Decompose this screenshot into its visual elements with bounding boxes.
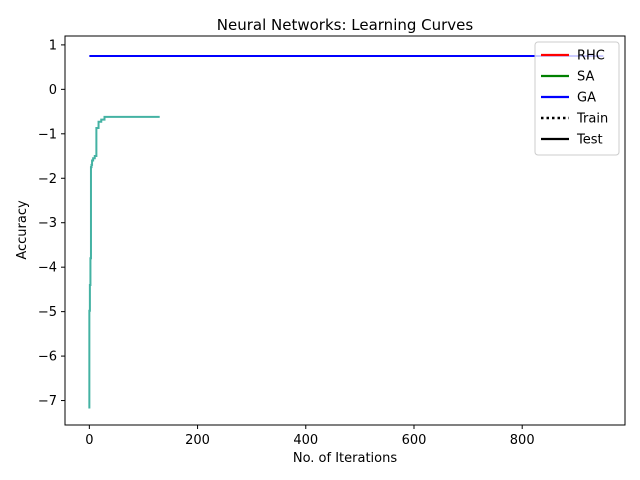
y-tick-label: −3: [38, 216, 57, 231]
legend-label-test: Test: [576, 133, 603, 148]
plot-frame: [64, 35, 626, 426]
y-tick-label: 1: [49, 38, 57, 53]
legend-box: [534, 41, 620, 156]
y-tick-label: −1: [38, 127, 57, 142]
x-axis-label: No. of Iterations: [293, 451, 398, 466]
legend-label-rhc: RHC: [577, 49, 605, 64]
y-tick-label: −7: [38, 394, 57, 409]
x-tick-label: 600: [402, 433, 427, 448]
x-tick-label: 800: [510, 433, 535, 448]
legend: RHC SA GA Train Test: [534, 41, 620, 156]
y-tick-label: 0: [49, 83, 57, 98]
legend-label-train: Train: [576, 112, 608, 127]
chart-title: Neural Networks: Learning Curves: [217, 16, 474, 34]
x-tick-label: 200: [185, 433, 210, 448]
y-tick-label: −6: [38, 350, 57, 365]
plot-area: [88, 55, 604, 409]
x-tick-label: 0: [85, 433, 93, 448]
y-axis-label: Accuracy: [15, 200, 30, 260]
y-tick-label: −5: [38, 305, 57, 320]
legend-label-ga: GA: [577, 91, 596, 106]
y-tick-label: −2: [38, 172, 57, 187]
series-line-2: [88, 115, 160, 409]
y-axis: −7 −6 −5 −4 −3 −2 −1 0 1: [38, 38, 65, 409]
y-tick-label: −4: [38, 261, 57, 276]
x-axis: 0 200 400 600 800: [85, 425, 535, 448]
legend-label-sa: SA: [577, 70, 594, 85]
x-tick-label: 400: [293, 433, 318, 448]
